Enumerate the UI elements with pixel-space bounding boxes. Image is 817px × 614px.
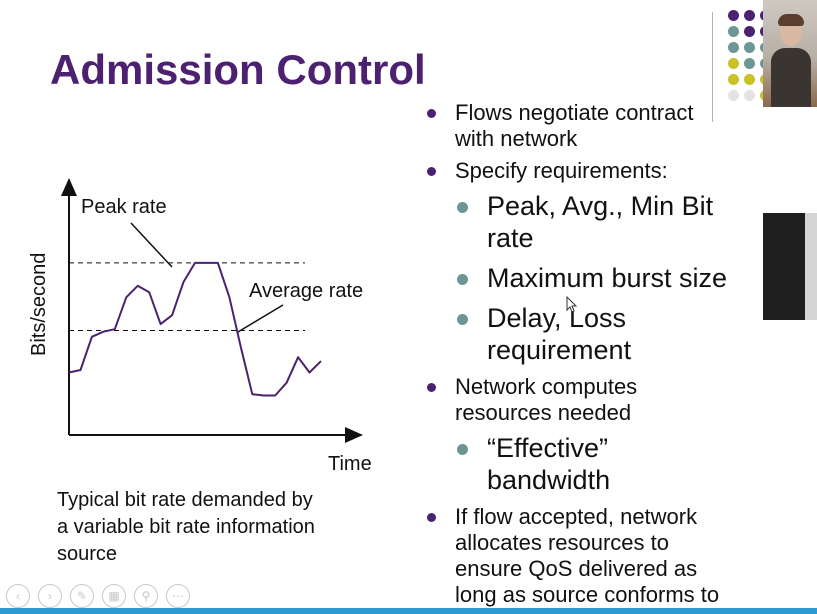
webcam-person-body (771, 48, 811, 107)
pen-icon[interactable]: ✎ (70, 584, 94, 608)
decor-dot (728, 42, 739, 53)
taskbar-edge (0, 608, 817, 614)
caption-line: Typical bit rate demanded by (57, 489, 313, 511)
caption-line: source (57, 543, 118, 565)
mouse-cursor (566, 296, 578, 313)
decor-dot (728, 10, 739, 21)
webcam-person-hair (778, 14, 804, 26)
decor-dot (728, 74, 739, 85)
decor-dot (744, 58, 755, 69)
sub-bullet-item: Delay, Loss requirement (455, 302, 817, 366)
bullet-item: Flows negotiate contract with network (425, 100, 817, 152)
sub-bullet-item: Maximum burst size (455, 262, 817, 294)
bullet-line: Network computes (455, 374, 638, 399)
sub-bullet-dot (457, 444, 468, 455)
bullet-item: If flow accepted, network allocates reso… (425, 504, 817, 608)
chart-caption: Typical bit rate demanded by a variable … (57, 487, 367, 568)
bitrate-series-line (68, 261, 322, 397)
peak-leader-line (130, 222, 173, 268)
sub-bullet-item: “Effective” bandwidth (455, 432, 817, 496)
bullet-line: requirement (487, 335, 632, 365)
bullet-item: Network computes resources needed (425, 374, 817, 426)
sub-bullet-item: Peak, Avg., Min Bit rate (455, 190, 817, 254)
decor-dot (744, 74, 755, 85)
zoom-icon[interactable]: ⚲ (134, 584, 158, 608)
webcam-overlay (763, 0, 817, 107)
bitrate-chart: Peak rate Average rate Time Bits/second (28, 178, 372, 475)
average-rate-label: Average rate (249, 280, 363, 302)
bullet-line: bandwidth (487, 465, 611, 495)
bullet-line: rate (487, 223, 534, 253)
decor-dot (744, 42, 755, 53)
decor-dot (744, 90, 755, 101)
prev-icon[interactable]: ‹ (6, 584, 30, 608)
sub-bullet-dot (457, 274, 468, 285)
decor-dot (728, 26, 739, 37)
bullet-line: “Effective” (487, 433, 609, 463)
sub-bullet-dot (457, 314, 468, 325)
bullet-line: with network (455, 126, 578, 151)
bullet-dot (427, 109, 436, 118)
y-axis-label: Bits/second (28, 253, 50, 356)
caption-line: a variable bit rate information (57, 516, 315, 538)
bullet-line: resources needed (455, 400, 632, 425)
peak-rate-label: Peak rate (81, 196, 167, 218)
decor-dot (728, 90, 739, 101)
decor-dot (728, 58, 739, 69)
next-icon[interactable]: › (38, 584, 62, 608)
slides-icon[interactable]: ▦ (102, 584, 126, 608)
decor-dot (744, 26, 755, 37)
bullet-line: If flow accepted, network (455, 504, 698, 529)
bullet-line: Maximum burst size (487, 263, 728, 293)
bullet-dot (427, 383, 436, 392)
video-overlay-panel (763, 213, 805, 320)
bullet-line: Flows negotiate contract (455, 100, 694, 125)
x-axis-label: Time (328, 453, 372, 475)
bullet-line: Specify requirements: (455, 158, 668, 183)
bullet-line: allocates resources to (455, 530, 669, 555)
bullet-list: Flows negotiate contract with network Sp… (425, 100, 817, 614)
bullet-dot (427, 167, 436, 176)
bullet-dot (427, 513, 436, 522)
bullet-line: Peak, Avg., Min Bit (487, 191, 714, 221)
slide-title: Admission Control (50, 46, 426, 93)
decor-dot (744, 10, 755, 21)
average-leader-line (237, 304, 284, 333)
bullet-line: long as source conforms to (455, 582, 720, 607)
sub-bullet-dot (457, 202, 468, 213)
title-divider (712, 12, 713, 122)
bullet-item: Specify requirements: (425, 158, 817, 184)
video-overlay-edge (805, 213, 817, 320)
more-icon[interactable]: ⋯ (166, 584, 190, 608)
bullet-line: ensure QoS delivered as (455, 556, 698, 581)
bullet-line: Delay, Loss (487, 303, 627, 333)
